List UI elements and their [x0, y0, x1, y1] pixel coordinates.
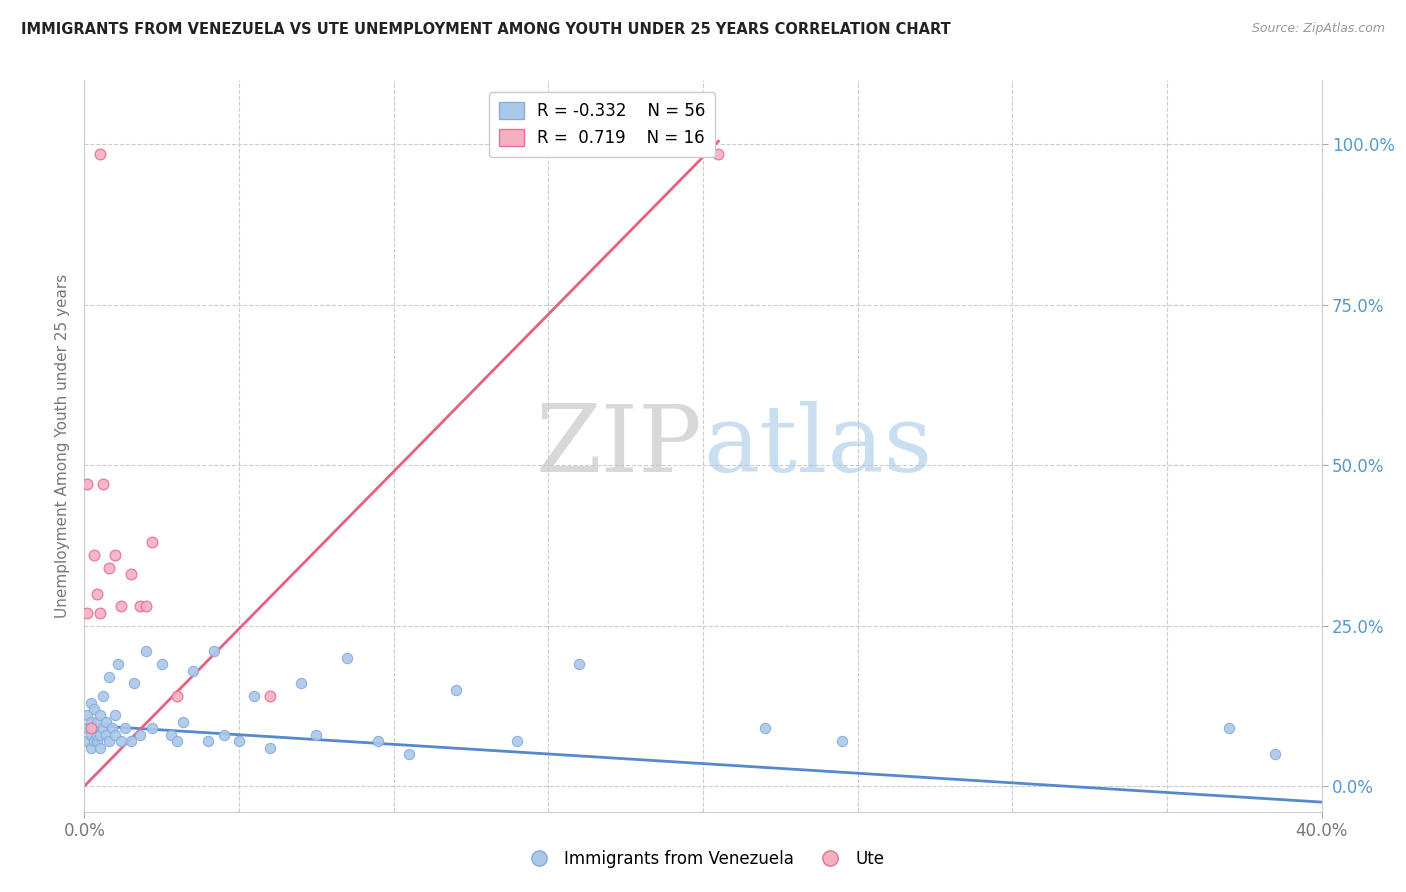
Point [89, 708, 111, 723]
Point [181, 664, 204, 678]
Y-axis label: Unemployment Among Youth under 25 years: Unemployment Among Youth under 25 years [55, 274, 70, 618]
Point [76, 734, 98, 748]
Text: atlas: atlas [703, 401, 932, 491]
Point [86, 714, 108, 729]
Point [202, 644, 225, 658]
Point [76, 721, 98, 735]
Point [212, 728, 235, 742]
Point [89, 606, 111, 620]
Point [107, 657, 129, 672]
Point [104, 728, 127, 742]
Point [129, 599, 152, 614]
Point [135, 599, 157, 614]
Point [79, 740, 101, 755]
Point [76, 708, 98, 723]
Point [228, 734, 250, 748]
Point [76, 477, 98, 491]
Point [76, 606, 98, 620]
Point [91, 721, 114, 735]
Point [79, 696, 101, 710]
Legend: R = -0.332    N = 56, R =  0.719    N = 16: R = -0.332 N = 56, R = 0.719 N = 16 [489, 92, 716, 157]
Point [114, 721, 136, 735]
Point [243, 690, 266, 704]
Point [166, 734, 188, 748]
Point [83, 548, 105, 562]
Point [754, 721, 776, 735]
Point [89, 147, 111, 161]
Point [83, 702, 105, 716]
Point [104, 548, 127, 562]
Point [94, 728, 117, 742]
Point [120, 567, 142, 582]
Text: Source: ZipAtlas.com: Source: ZipAtlas.com [1251, 22, 1385, 36]
Point [160, 728, 183, 742]
Point [86, 586, 108, 600]
Point [89, 728, 111, 742]
Point [79, 728, 101, 742]
Point [83, 721, 105, 735]
Point [91, 690, 114, 704]
Point [98, 561, 121, 575]
Point [101, 721, 124, 735]
Point [150, 657, 173, 672]
Point [86, 734, 108, 748]
Point [141, 721, 163, 735]
Point [120, 734, 142, 748]
Point [83, 734, 105, 748]
Point [172, 714, 194, 729]
Point [89, 740, 111, 755]
Point [86, 728, 108, 742]
Point [398, 747, 420, 761]
Point [110, 734, 132, 748]
Point [166, 690, 188, 704]
Point [1218, 721, 1240, 735]
Point [259, 690, 281, 704]
Point [831, 734, 853, 748]
Point [707, 147, 730, 161]
Text: ZIP: ZIP [536, 401, 703, 491]
Point [129, 728, 152, 742]
Point [367, 734, 389, 748]
Point [98, 734, 121, 748]
Point [197, 734, 219, 748]
Text: IMMIGRANTS FROM VENEZUELA VS UTE UNEMPLOYMENT AMONG YOUTH UNDER 25 YEARS CORRELA: IMMIGRANTS FROM VENEZUELA VS UTE UNEMPLO… [21, 22, 950, 37]
Point [259, 740, 281, 755]
Point [98, 670, 121, 684]
Point [79, 714, 101, 729]
Point [135, 644, 157, 658]
Legend: Immigrants from Venezuela, Ute: Immigrants from Venezuela, Ute [515, 844, 891, 875]
Point [94, 714, 117, 729]
Point [104, 708, 127, 723]
Point [1264, 747, 1286, 761]
Point [290, 676, 312, 690]
Point [568, 657, 591, 672]
Point [110, 599, 132, 614]
Point [506, 734, 529, 748]
Point [305, 728, 328, 742]
Point [141, 535, 163, 549]
Point [91, 477, 114, 491]
Point [336, 650, 359, 665]
Point [79, 721, 101, 735]
Point [122, 676, 145, 690]
Point [444, 682, 467, 697]
